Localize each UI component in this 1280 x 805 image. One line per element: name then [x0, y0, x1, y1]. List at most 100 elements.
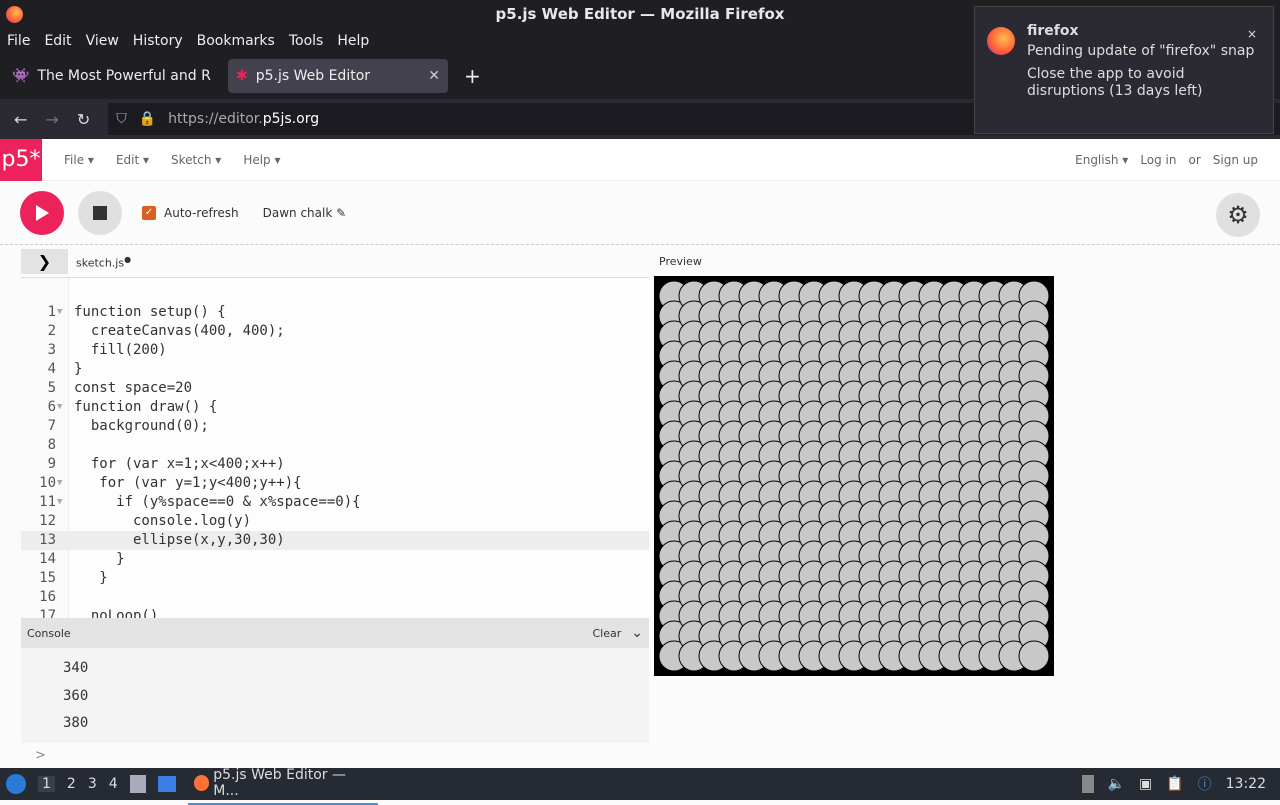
console-line: 380: [63, 715, 89, 731]
code-text: const space=20: [74, 380, 193, 396]
chevron-down-icon[interactable]: ⌄: [631, 625, 643, 641]
play-icon: [36, 204, 49, 221]
fold-icon[interactable]: ▼: [57, 497, 63, 507]
line-number: 16: [39, 589, 56, 605]
network-icon[interactable]: ▣: [1138, 776, 1153, 792]
code-line: 15 }: [21, 569, 649, 588]
tab-p5-editor[interactable]: ✱ p5.js Web Editor ✕: [228, 59, 448, 93]
line-number: 15: [39, 570, 56, 586]
battery-icon[interactable]: [1081, 775, 1094, 793]
updates-icon[interactable]: ⓘ: [1197, 777, 1212, 793]
line-number: 11: [39, 494, 56, 510]
code-text: for (var y=1;y<400;y++){: [74, 475, 302, 491]
stop-button[interactable]: [78, 190, 122, 235]
tab-label: The Most Powerful and R: [37, 68, 211, 84]
new-tab-button[interactable]: +: [464, 64, 481, 88]
workspace-3[interactable]: 3: [87, 776, 97, 792]
menu-bookmarks[interactable]: Bookmarks: [196, 33, 275, 49]
close-tab-icon[interactable]: ✕: [428, 68, 440, 84]
volume-icon[interactable]: 🔈: [1107, 776, 1125, 792]
line-number: 13: [39, 532, 56, 548]
menu-file[interactable]: File: [7, 33, 31, 49]
code-line: 8: [21, 436, 649, 455]
code-text: noLoop(): [74, 608, 159, 618]
code-line: 10 ▼ for (var y=1;y<400;y++){: [21, 474, 649, 493]
line-number: 7: [47, 418, 56, 434]
or-text: or: [1188, 152, 1201, 167]
line-number: 6: [47, 399, 56, 415]
fold-icon[interactable]: ▼: [57, 402, 63, 412]
code-line: 7 background(0);: [21, 417, 649, 436]
code-line: 6 ▼ function draw() {: [21, 398, 649, 417]
login-link[interactable]: Log in: [1140, 152, 1177, 167]
firefox-icon: [987, 27, 1015, 55]
code-editor[interactable]: 1 ▼ function setup() {2 createCanvas(400, …: [21, 277, 649, 618]
firefox-icon: [193, 775, 210, 791]
workspace-4[interactable]: 4: [108, 776, 118, 792]
menu-help[interactable]: Help: [337, 33, 370, 49]
p5-favicon: ✱: [236, 68, 248, 84]
code-line: 13 ellipse(x,y,30,30): [21, 531, 649, 550]
code-line: 11 ▼ if (y%space==0 & x%space==0){: [21, 493, 649, 512]
back-icon[interactable]: ←: [14, 109, 28, 129]
sketch-canvas[interactable]: [654, 276, 1054, 676]
nav-file[interactable]: File ▾: [64, 152, 94, 167]
language-select[interactable]: English ▾: [1075, 152, 1129, 167]
p5-nav: p5* File ▾ Edit ▾ Sketch ▾ Help ▾ Englis…: [0, 138, 1280, 181]
menu-tools[interactable]: Tools: [288, 33, 324, 49]
sketch-name[interactable]: Dawn chalk ✎: [262, 205, 347, 220]
taskbar-app-firefox[interactable]: p5.js Web Editor — M...: [187, 763, 378, 805]
signup-link[interactable]: Sign up: [1212, 152, 1258, 167]
expand-sidebar-button[interactable]: ❯: [21, 249, 68, 274]
chevron-right-icon: ❯: [37, 252, 52, 271]
code-text: function setup() {: [74, 304, 226, 320]
file-tab[interactable]: sketch.js●: [76, 255, 132, 270]
lock-icon: 🔒: [138, 111, 157, 127]
code-line: 4}: [21, 360, 649, 379]
console-clear-button[interactable]: Clear: [592, 626, 622, 640]
taskbar: 1 2 3 4 p5.js Web Editor — M... 🔈 ▣ 📋 ⓘ 13:2…: [0, 767, 1280, 805]
line-number: 2: [47, 323, 56, 339]
line-number: 14: [39, 551, 56, 567]
code-text: ellipse(x,y,30,30): [74, 532, 285, 548]
code-line: 1 ▼ function setup() {: [21, 303, 649, 322]
close-notification-button[interactable]: ×: [1246, 27, 1257, 41]
p5-logo[interactable]: p5*: [0, 138, 42, 181]
menu-history[interactable]: History: [132, 33, 183, 49]
notification-title: firefox: [1027, 23, 1079, 39]
code-text: console.log(y): [74, 513, 252, 529]
workspace-2[interactable]: 2: [66, 776, 76, 792]
line-number: 5: [47, 380, 56, 396]
nav-help[interactable]: Help ▾: [243, 152, 281, 167]
line-number: 12: [39, 513, 56, 529]
fold-icon[interactable]: ▼: [57, 307, 63, 317]
code-text: fill(200): [74, 342, 167, 358]
fold-icon[interactable]: ▼: [57, 478, 63, 488]
nav-sketch[interactable]: Sketch ▾: [171, 152, 222, 167]
line-number: 1: [47, 304, 56, 320]
tab-first[interactable]: 👾 The Most Powerful and R: [4, 59, 224, 93]
console-prompt[interactable]: >: [35, 748, 46, 763]
menu-edit[interactable]: Edit: [44, 33, 72, 49]
workspace-1[interactable]: 1: [38, 776, 55, 792]
line-number: 9: [47, 456, 56, 472]
forward-icon[interactable]: →: [45, 109, 59, 129]
settings-button[interactable]: ⚙: [1216, 193, 1260, 237]
desktop-icon[interactable]: [157, 776, 176, 792]
code-text: }: [74, 551, 125, 567]
nav-edit[interactable]: Edit ▾: [115, 152, 150, 167]
update-notification: × firefox Pending update of "firefox" sn…: [974, 6, 1274, 134]
url-text: https://editor.p5js.org: [168, 111, 320, 127]
ellipse-mark: [1018, 640, 1050, 672]
code-line: 16: [21, 588, 649, 607]
code-text: for (var x=1;x<400;x++): [74, 456, 285, 472]
clipboard-icon[interactable]: 📋: [1166, 776, 1184, 792]
auto-refresh-checkbox[interactable]: ✓: [142, 205, 156, 220]
play-button[interactable]: [20, 190, 64, 235]
file-manager-icon[interactable]: [129, 775, 146, 793]
start-menu-icon[interactable]: [6, 774, 26, 794]
pencil-icon: ✎: [336, 205, 347, 220]
window-title: p5.js Web Editor — Mozilla Firefox: [495, 5, 785, 23]
menu-view[interactable]: View: [85, 33, 119, 49]
reload-icon[interactable]: ↻: [76, 109, 91, 129]
